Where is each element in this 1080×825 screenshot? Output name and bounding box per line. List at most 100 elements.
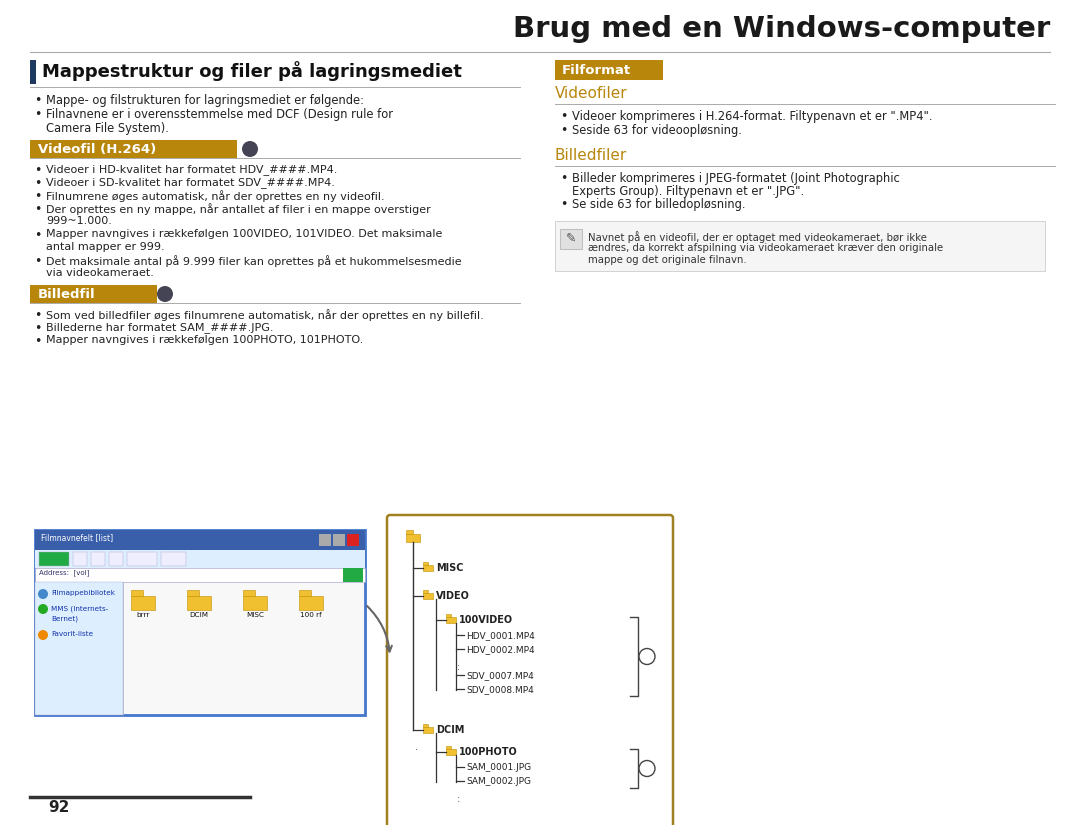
Text: 92: 92 bbox=[48, 800, 69, 815]
Text: •: • bbox=[33, 108, 41, 121]
Text: •: • bbox=[561, 198, 567, 211]
FancyBboxPatch shape bbox=[30, 285, 157, 303]
FancyBboxPatch shape bbox=[91, 552, 105, 566]
Text: •: • bbox=[561, 124, 567, 137]
FancyBboxPatch shape bbox=[446, 614, 451, 617]
FancyBboxPatch shape bbox=[406, 534, 420, 542]
FancyBboxPatch shape bbox=[423, 724, 428, 727]
Text: Filmnavnefelt [list]: Filmnavnefelt [list] bbox=[41, 533, 113, 542]
Circle shape bbox=[242, 141, 258, 157]
Text: Mappe- og filstrukturen for lagringsmediet er følgende:: Mappe- og filstrukturen for lagringsmedi… bbox=[46, 94, 364, 107]
FancyBboxPatch shape bbox=[423, 565, 433, 571]
Text: DCIM: DCIM bbox=[189, 612, 208, 618]
Text: MMS (Internets-: MMS (Internets- bbox=[51, 605, 108, 611]
FancyBboxPatch shape bbox=[73, 552, 87, 566]
FancyBboxPatch shape bbox=[161, 552, 186, 566]
Text: mappe og det originale filnavn.: mappe og det originale filnavn. bbox=[588, 255, 746, 265]
Text: VIDEO: VIDEO bbox=[436, 591, 470, 601]
FancyBboxPatch shape bbox=[109, 552, 123, 566]
Text: •: • bbox=[33, 190, 41, 203]
Text: ✎: ✎ bbox=[566, 232, 577, 245]
Circle shape bbox=[38, 589, 48, 599]
FancyBboxPatch shape bbox=[187, 596, 211, 610]
Text: 100PHOTO: 100PHOTO bbox=[459, 747, 517, 757]
FancyBboxPatch shape bbox=[423, 727, 433, 733]
FancyBboxPatch shape bbox=[446, 749, 456, 755]
FancyBboxPatch shape bbox=[406, 530, 413, 534]
FancyBboxPatch shape bbox=[243, 596, 267, 610]
Circle shape bbox=[38, 604, 48, 614]
FancyBboxPatch shape bbox=[30, 140, 237, 158]
FancyBboxPatch shape bbox=[423, 562, 428, 565]
Text: Mapper navngives i rækkefølgen 100VIDEO, 101VIDEO. Det maksimale: Mapper navngives i rækkefølgen 100VIDEO,… bbox=[46, 229, 443, 239]
Text: •: • bbox=[33, 335, 41, 348]
Text: •: • bbox=[561, 172, 567, 185]
Text: MISC: MISC bbox=[246, 612, 264, 618]
Text: •: • bbox=[33, 309, 41, 322]
Text: HDV_0002.MP4: HDV_0002.MP4 bbox=[465, 645, 535, 654]
FancyBboxPatch shape bbox=[39, 552, 69, 566]
Text: •: • bbox=[561, 110, 567, 123]
FancyBboxPatch shape bbox=[35, 530, 365, 550]
Text: SDV_0008.MP4: SDV_0008.MP4 bbox=[465, 685, 534, 694]
Text: HDV_0001.MP4: HDV_0001.MP4 bbox=[465, 631, 535, 640]
Text: ②: ② bbox=[643, 763, 651, 774]
FancyBboxPatch shape bbox=[555, 60, 663, 80]
FancyBboxPatch shape bbox=[35, 550, 365, 568]
FancyBboxPatch shape bbox=[347, 534, 359, 546]
Text: via videokameraet.: via videokameraet. bbox=[46, 268, 153, 278]
Text: ændres, da korrekt afspilning via videokameraet kræver den originale: ændres, da korrekt afspilning via videok… bbox=[588, 243, 943, 253]
FancyBboxPatch shape bbox=[30, 60, 36, 84]
Text: •: • bbox=[33, 322, 41, 335]
Text: 100 rf: 100 rf bbox=[300, 612, 322, 618]
Text: •: • bbox=[33, 229, 41, 242]
FancyBboxPatch shape bbox=[387, 515, 673, 825]
Text: Billeder komprimeres i JPEG-formatet (Joint Photographic: Billeder komprimeres i JPEG-formatet (Jo… bbox=[572, 172, 900, 185]
Text: MISC: MISC bbox=[436, 563, 463, 573]
Text: .: . bbox=[458, 668, 460, 678]
Text: •: • bbox=[33, 255, 41, 268]
FancyBboxPatch shape bbox=[243, 590, 255, 596]
FancyBboxPatch shape bbox=[343, 568, 363, 582]
Text: SDV_0007.MP4: SDV_0007.MP4 bbox=[465, 671, 534, 680]
Text: Se side 63 for billedopløsning.: Se side 63 for billedopløsning. bbox=[572, 198, 745, 211]
FancyBboxPatch shape bbox=[446, 746, 451, 749]
FancyBboxPatch shape bbox=[319, 534, 330, 546]
FancyBboxPatch shape bbox=[423, 590, 428, 593]
Text: Filnavnene er i overensstemmelse med DCF (Design rule for: Filnavnene er i overensstemmelse med DCF… bbox=[46, 108, 393, 121]
Text: •: • bbox=[33, 203, 41, 216]
FancyBboxPatch shape bbox=[299, 596, 323, 610]
Text: Filnumrene øges automatisk, når der oprettes en ny videofil.: Filnumrene øges automatisk, når der opre… bbox=[46, 190, 384, 202]
Text: Experts Group). Filtypenavn et er ".JPG".: Experts Group). Filtypenavn et er ".JPG"… bbox=[572, 185, 805, 198]
Text: brrr: brrr bbox=[136, 612, 150, 618]
Text: SAM_0001.JPG: SAM_0001.JPG bbox=[465, 763, 531, 772]
Text: antal mapper er 999.: antal mapper er 999. bbox=[46, 242, 164, 252]
Text: Som ved billedfiler øges filnumrene automatisk, når der oprettes en ny billefil.: Som ved billedfiler øges filnumrene auto… bbox=[46, 309, 484, 321]
Text: Billederne har formatet SAM_####.JPG.: Billederne har formatet SAM_####.JPG. bbox=[46, 322, 273, 333]
Text: Filmappebibliotek: Filmappebibliotek bbox=[51, 590, 114, 596]
Text: 999~1.000.: 999~1.000. bbox=[46, 216, 112, 226]
Text: 2: 2 bbox=[161, 289, 168, 299]
Text: •: • bbox=[33, 164, 41, 177]
FancyBboxPatch shape bbox=[555, 221, 1045, 271]
Text: Videofil (H.264): Videofil (H.264) bbox=[38, 143, 157, 155]
FancyBboxPatch shape bbox=[299, 590, 311, 596]
Text: Address:  [vol]: Address: [vol] bbox=[39, 569, 90, 576]
Text: 1: 1 bbox=[246, 144, 254, 154]
Text: :: : bbox=[457, 662, 461, 672]
Text: DCIM: DCIM bbox=[436, 725, 464, 735]
Text: :: : bbox=[457, 794, 461, 804]
Text: Favorit-liste: Favorit-liste bbox=[51, 631, 93, 637]
FancyBboxPatch shape bbox=[35, 530, 365, 715]
Text: 100VIDEO: 100VIDEO bbox=[459, 615, 513, 625]
FancyBboxPatch shape bbox=[127, 552, 157, 566]
Text: Der oprettes en ny mappe, når antallet af filer i en mappe overstiger: Der oprettes en ny mappe, når antallet a… bbox=[46, 203, 431, 214]
FancyBboxPatch shape bbox=[446, 617, 456, 623]
Text: Billedfil: Billedfil bbox=[38, 287, 96, 300]
Text: Billedfiler: Billedfiler bbox=[555, 148, 627, 163]
Text: •: • bbox=[33, 177, 41, 190]
Text: Bernet): Bernet) bbox=[51, 616, 78, 623]
FancyBboxPatch shape bbox=[131, 596, 156, 610]
FancyBboxPatch shape bbox=[333, 534, 345, 546]
Text: SAM_0002.JPG: SAM_0002.JPG bbox=[465, 777, 531, 786]
